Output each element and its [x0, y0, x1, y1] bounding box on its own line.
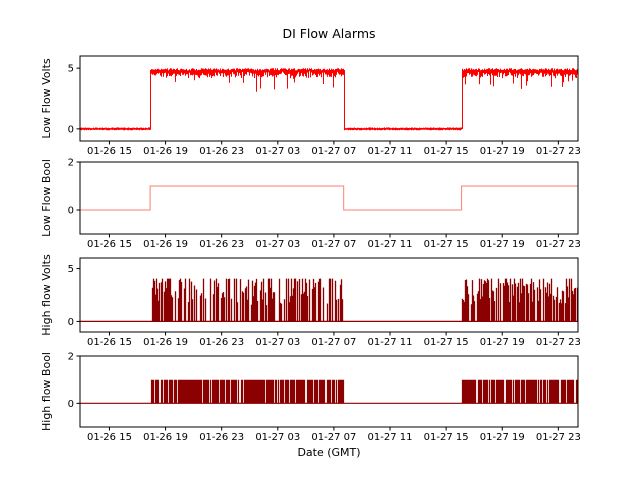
axes-frame [79, 355, 579, 428]
x-tick-label: 01-27 19 [480, 146, 525, 157]
y-tick-label: 0 [68, 399, 74, 410]
x-tick-label: 01-27 07 [311, 337, 356, 348]
x-tick-label: 01-26 23 [199, 239, 244, 250]
x-tick-label: 01-26 19 [143, 337, 188, 348]
series-high-flow-volts [80, 278, 579, 323]
x-tick-label: 01-26 15 [87, 432, 132, 443]
x-tick-label: 01-26 15 [87, 146, 132, 157]
x-tick-label: 01-27 11 [368, 337, 413, 348]
x-tick-label: 01-27 23 [536, 239, 581, 250]
x-tick-label: 01-26 15 [87, 239, 132, 250]
x-tick-label: 01-27 03 [255, 146, 300, 157]
x-tick-label: 01-27 15 [424, 432, 469, 443]
x-tick-label: 01-27 19 [480, 337, 525, 348]
y-tick-label: 0 [68, 124, 74, 135]
x-tick-label: 01-26 19 [143, 432, 188, 443]
y-tick-label: 0 [68, 317, 74, 328]
x-tick-label: 01-27 07 [311, 239, 356, 250]
y-axis-label-high-flow-bool: High flow Bool [40, 352, 53, 431]
y-tick-label: 5 [68, 264, 74, 275]
x-tick-label: 01-27 03 [255, 337, 300, 348]
series-low-flow-bool [80, 185, 578, 211]
x-tick-label: 01-27 11 [368, 239, 413, 250]
x-tick-label: 01-26 23 [199, 432, 244, 443]
x-tick-label: 01-27 15 [424, 239, 469, 250]
x-tick-label: 01-27 23 [536, 337, 581, 348]
x-tick-label: 01-27 11 [368, 432, 413, 443]
series-high-flow-bool [80, 379, 579, 404]
x-tick-label: 01-27 23 [536, 432, 581, 443]
x-tick-label: 01-27 19 [480, 432, 525, 443]
y-axis-label-low-flow-volts: Low Flow Volts [40, 58, 53, 139]
x-tick-label: 01-27 15 [424, 337, 469, 348]
x-tick-label: 01-26 23 [199, 146, 244, 157]
chart-title: DI Flow Alarms [282, 26, 376, 41]
axes-frame [79, 55, 579, 142]
x-tick-label: 01-27 07 [311, 146, 356, 157]
x-tick-label: 01-27 07 [311, 432, 356, 443]
x-tick-label: 01-27 15 [424, 146, 469, 157]
x-tick-label: 01-26 19 [143, 239, 188, 250]
y-tick-label: 5 [68, 64, 74, 75]
x-tick-label: 01-26 23 [199, 337, 244, 348]
y-axis-label-low-flow-bool: Low Flow Bool [40, 159, 53, 237]
y-axis-label-high-flow-volts: High flow Volts [40, 254, 53, 336]
x-tick-label: 01-27 23 [536, 146, 581, 157]
series-low-flow-volts [80, 68, 578, 131]
subplot-low-flow-volts: 01-26 15 01-26 19 01-26 23 01-27 03 01-27 07… [40, 55, 581, 157]
subplot-high-flow-volts: 01-26 15 01-26 19 01-26 23 01-27 03 01-27 07… [40, 254, 581, 348]
x-tick-label: 01-27 19 [480, 239, 525, 250]
subplot-low-flow-bool: 01-26 15 01-26 19 01-26 23 01-27 03 01-27 07… [40, 158, 581, 251]
x-tick-label: 01-27 03 [255, 239, 300, 250]
x-tick-label: 01-27 11 [368, 146, 413, 157]
x-tick-label: 01-26 19 [143, 146, 188, 157]
x-tick-label: 01-26 15 [87, 337, 132, 348]
subplot-high-flow-bool: 01-26 15 01-26 19 01-26 23 01-27 03 01-27 07… [40, 352, 581, 444]
y-tick-label: 2 [68, 352, 74, 363]
y-tick-label: 0 [68, 206, 74, 217]
x-tick-label: 01-27 03 [255, 432, 300, 443]
axes-frame [79, 257, 579, 333]
axes-frame [79, 161, 579, 235]
y-tick-label: 2 [68, 158, 74, 169]
x-axis-label: Date (GMT) [297, 446, 361, 459]
